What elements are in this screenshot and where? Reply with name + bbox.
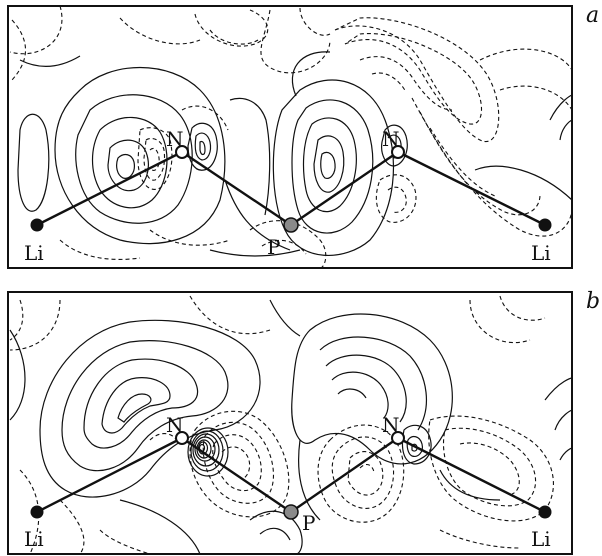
panel-label-a: a xyxy=(586,3,599,28)
panel-label-b: b xyxy=(586,289,600,314)
bond-n-p-left-b xyxy=(180,436,293,514)
panel-a: a xyxy=(7,3,599,269)
atom-n-right-b xyxy=(391,431,405,445)
bond-n-li-right-b xyxy=(396,436,547,514)
panel-frame-a xyxy=(7,5,573,269)
label-li-left-a: Li xyxy=(24,241,44,265)
bond-li-n-left-a xyxy=(35,150,184,227)
bond-p-n-right-b xyxy=(289,436,400,514)
panel-frame-b xyxy=(7,291,573,555)
bond-n-p-left-a xyxy=(180,150,293,227)
bond-n-li-right-a xyxy=(396,150,547,227)
atom-li-right-a xyxy=(538,218,552,232)
atom-n-right-a xyxy=(391,145,405,159)
label-n-right-a: N xyxy=(382,127,400,151)
label-n-right-b: N xyxy=(382,413,400,437)
label-li-right-a: Li xyxy=(531,241,551,265)
bond-p-n-right-a xyxy=(289,150,400,227)
panel-b: b xyxy=(7,289,600,555)
atom-p-a xyxy=(283,217,299,233)
contour-map-b xyxy=(9,295,572,554)
atom-p-b xyxy=(283,504,299,520)
atom-li-left-a xyxy=(30,218,44,232)
atom-li-left-b xyxy=(30,505,44,519)
atom-li-right-b xyxy=(538,505,552,519)
label-p-b: P xyxy=(302,511,315,535)
label-n-left-b: N xyxy=(166,413,184,437)
label-li-right-b: Li xyxy=(531,527,551,551)
label-p-a: P xyxy=(267,235,280,259)
bond-li-n-left-b xyxy=(35,436,184,514)
label-li-left-b: Li xyxy=(24,527,44,551)
atom-n-left-b xyxy=(175,431,189,445)
atom-n-left-a xyxy=(175,145,189,159)
label-n-left-a: N xyxy=(166,127,184,151)
